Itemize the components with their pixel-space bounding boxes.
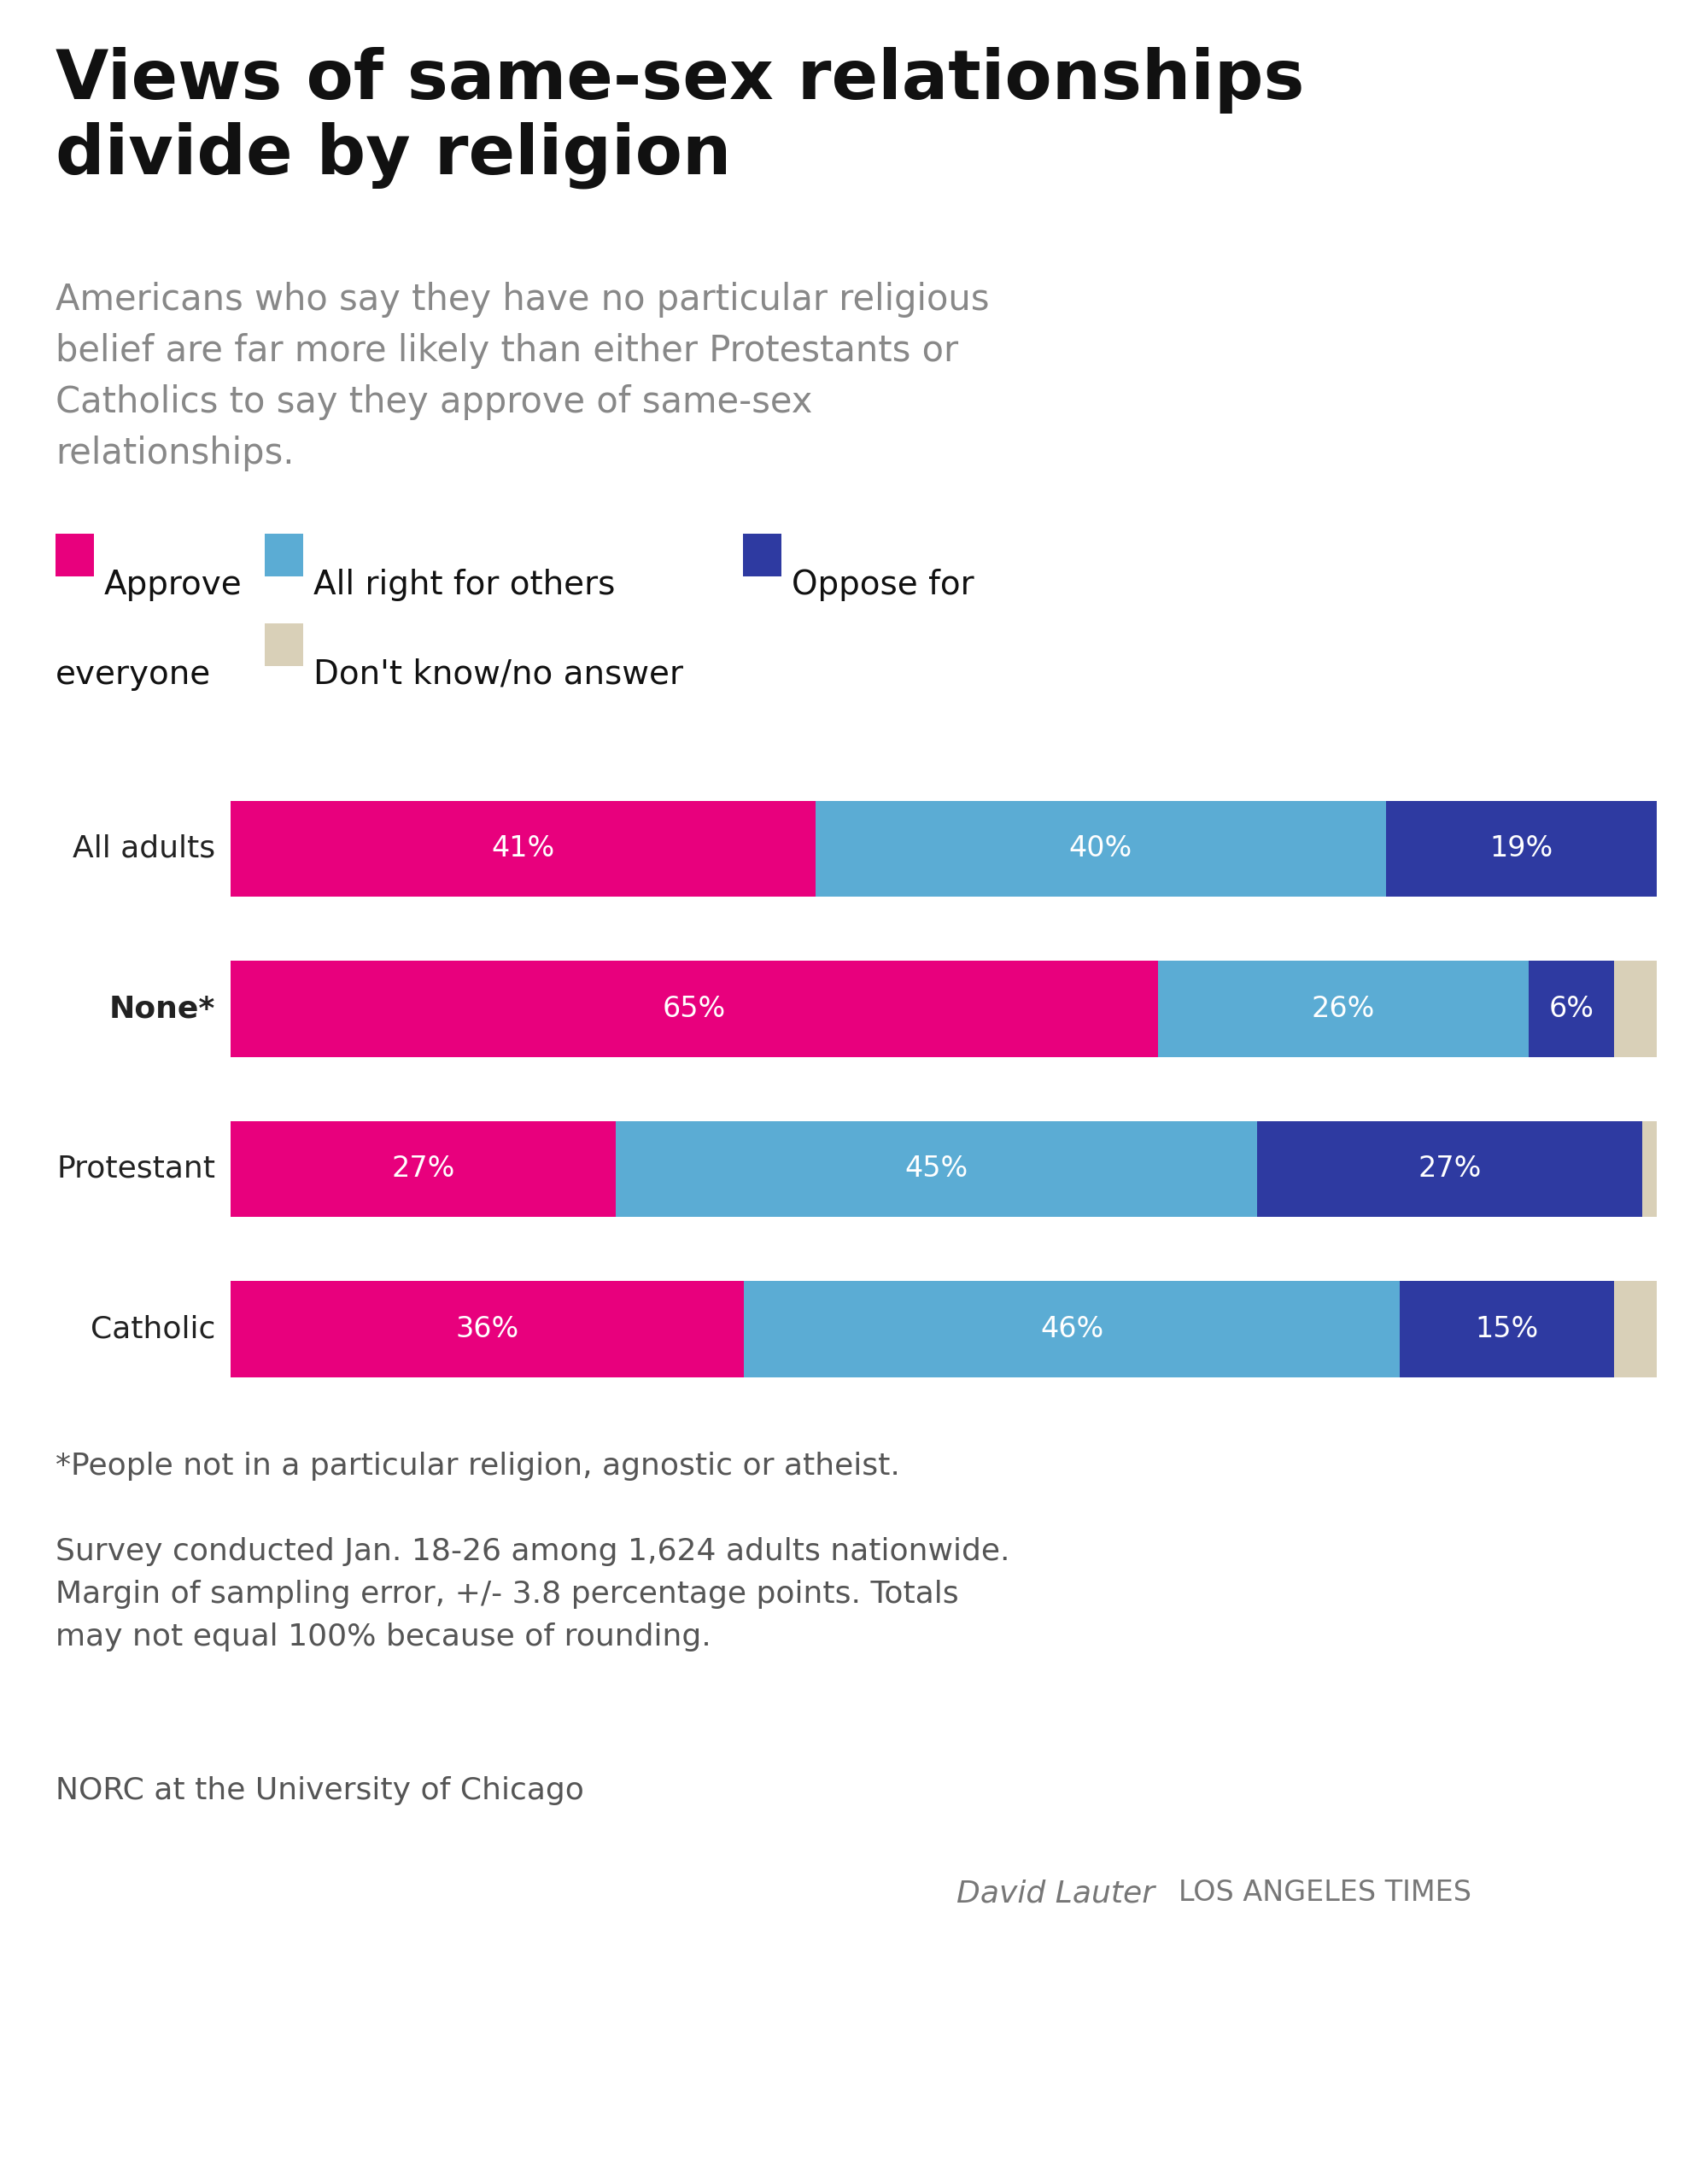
Text: None*: None*: [109, 995, 215, 1023]
Bar: [231, 1120, 615, 1218]
Text: Protestant: Protestant: [56, 1155, 215, 1183]
Text: 40%: 40%: [1069, 835, 1132, 863]
Bar: [1158, 960, 1529, 1058]
Text: 41%: 41%: [492, 835, 555, 863]
Text: 19%: 19%: [1489, 835, 1553, 863]
Bar: [1385, 800, 1657, 898]
Text: 65%: 65%: [663, 995, 726, 1023]
Text: *People not in a particular religion, agnostic or atheist.: *People not in a particular religion, ag…: [55, 1451, 900, 1482]
Bar: [1614, 960, 1657, 1058]
Text: Approve: Approve: [104, 569, 243, 601]
Bar: [231, 960, 1158, 1058]
Bar: [1643, 1120, 1657, 1218]
Text: David Lauter: David Lauter: [956, 1880, 1155, 1908]
Text: 27%: 27%: [391, 1155, 454, 1183]
Text: All right for others: All right for others: [314, 569, 615, 601]
Bar: [1257, 1120, 1643, 1218]
Text: 45%: 45%: [905, 1155, 968, 1183]
Bar: [815, 800, 1385, 898]
Text: Views of same-sex relationships
divide by religion: Views of same-sex relationships divide b…: [55, 48, 1305, 188]
Bar: [231, 800, 815, 898]
Text: 27%: 27%: [1418, 1155, 1483, 1183]
Bar: [615, 1120, 1257, 1218]
Bar: [231, 1280, 745, 1378]
Text: 26%: 26%: [1312, 995, 1375, 1023]
Bar: [1401, 1280, 1614, 1378]
Text: Americans who say they have no particular religious
belief are far more likely t: Americans who say they have no particula…: [55, 281, 989, 472]
Text: Survey conducted Jan. 18-26 among 1,624 adults nationwide.
Margin of sampling er: Survey conducted Jan. 18-26 among 1,624 …: [55, 1538, 1009, 1653]
Text: NORC at the University of Chicago: NORC at the University of Chicago: [55, 1776, 584, 1806]
Text: Don't know/no answer: Don't know/no answer: [314, 658, 683, 690]
Text: 6%: 6%: [1549, 995, 1594, 1023]
Text: 36%: 36%: [456, 1315, 519, 1343]
Text: everyone: everyone: [55, 658, 212, 690]
Text: Catholic: Catholic: [91, 1315, 215, 1343]
Bar: [745, 1280, 1401, 1378]
Text: LOS ANGELES TIMES: LOS ANGELES TIMES: [1179, 1880, 1472, 1908]
Text: Oppose for: Oppose for: [793, 569, 974, 601]
Bar: [1614, 1280, 1657, 1378]
Text: All adults: All adults: [72, 835, 215, 863]
Bar: [1529, 960, 1614, 1058]
Text: 15%: 15%: [1476, 1315, 1539, 1343]
Text: 46%: 46%: [1040, 1315, 1103, 1343]
